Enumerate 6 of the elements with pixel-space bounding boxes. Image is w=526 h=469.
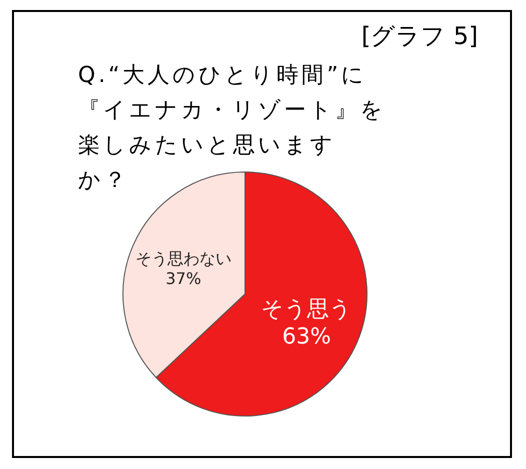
data-label: 63% bbox=[282, 324, 332, 350]
data-label: 37% bbox=[166, 269, 202, 288]
text: [グラフ 5] bbox=[361, 21, 478, 52]
slice-label: そう思う bbox=[261, 297, 352, 322]
slice-label: そう思わない bbox=[135, 249, 232, 268]
chart-title: Q.“大人のひとり時間”に『イエナカ・リゾート』を楽しみたいと思いますか？ bbox=[78, 62, 386, 195]
